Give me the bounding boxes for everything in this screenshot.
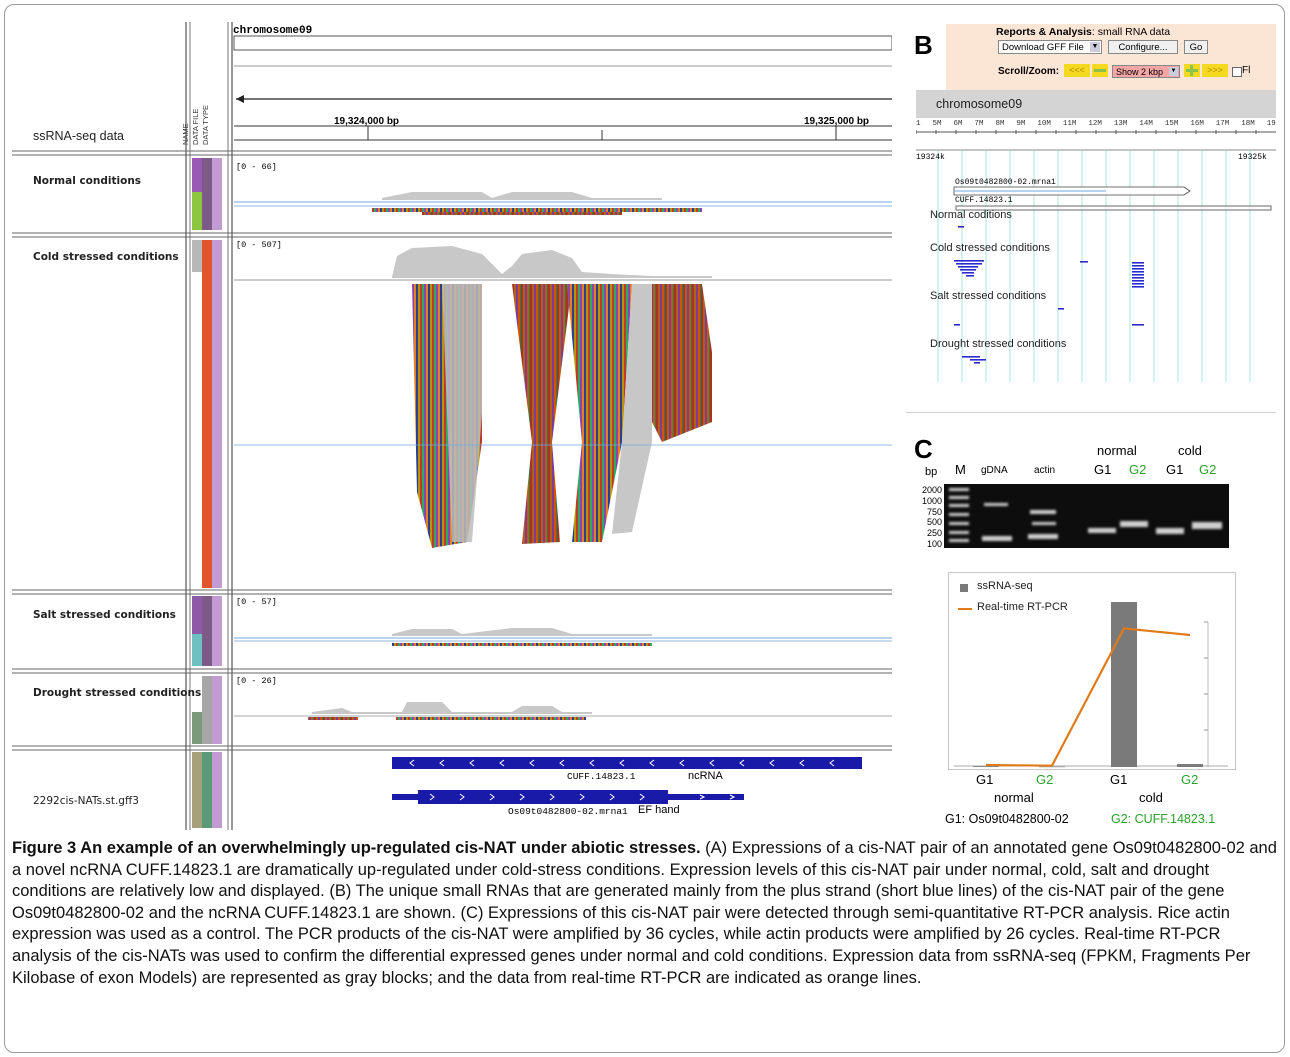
c-ladder-labels: 2000 1000 750 500 250 100 bbox=[921, 485, 942, 549]
b-flip-label: Fl bbox=[1242, 65, 1251, 76]
b-scroll-label: Scroll/Zoom: bbox=[998, 66, 1060, 77]
a-tick-2: 19,325,000 bp bbox=[804, 116, 870, 127]
bar-ssrna-3 bbox=[1177, 764, 1203, 767]
c-bp-label: bp bbox=[925, 466, 938, 478]
attribute-columns bbox=[192, 158, 222, 828]
a-annot-label: 2292cis-NATs.st.gff3 bbox=[33, 795, 139, 807]
scroll-left-icon[interactable]: <<< bbox=[1064, 64, 1090, 77]
b-download-select[interactable]: Download GFF File ▼ bbox=[998, 40, 1102, 54]
a-track-header: ssRNA-seq data bbox=[33, 129, 125, 143]
b-divider bbox=[906, 412, 1276, 413]
c-xtick-2: G2 bbox=[1036, 772, 1054, 787]
b-configure-button[interactable]: Configure... bbox=[1108, 40, 1178, 54]
b-download-label: Download GFF File bbox=[1002, 42, 1084, 53]
c-xgroup-cold: cold bbox=[1139, 790, 1163, 805]
a-tick-1: 19,324,000 bp bbox=[334, 116, 400, 127]
b-go-button[interactable]: Go bbox=[1184, 40, 1208, 54]
figure-frame bbox=[4, 4, 1285, 1053]
bar-ssrna-2 bbox=[1111, 602, 1137, 767]
legend-swatch-ssrna bbox=[960, 584, 968, 592]
a-gene-cuff-type: ncRNA bbox=[688, 770, 723, 782]
igv-browser bbox=[12, 22, 892, 830]
a-range-salt: [0 - 57] bbox=[236, 597, 277, 607]
a-gene-os: Os09t0482800-02.mrna1 bbox=[508, 806, 628, 817]
b-zoom-label: Show 2 kbp bbox=[1116, 67, 1164, 77]
c-lane-cold-g2: G2 bbox=[1199, 462, 1217, 477]
b-toolbar: Reports & Analysis: small RNA data Downl… bbox=[946, 24, 1276, 90]
b-reports-suffix: : small RNA data bbox=[1091, 26, 1171, 38]
a-gene-cuff: CUFF.14823.1 bbox=[567, 771, 636, 782]
c-legend-rtpcr: Real-time RT-PCR bbox=[977, 601, 1068, 613]
c-xtick-4: G2 bbox=[1181, 772, 1199, 787]
c-lane-normal-g1: G1 bbox=[1094, 462, 1112, 477]
a-row-salt: Salt stressed conditions bbox=[33, 609, 176, 621]
c-xtick-3: G1 bbox=[1110, 772, 1128, 787]
b-right-pos: 19325k bbox=[1238, 153, 1267, 162]
b-gene1: Os09t0482800-02.mrna1 bbox=[955, 178, 1056, 187]
c-chart bbox=[954, 584, 1228, 768]
chevron-down-icon: ▼ bbox=[1169, 67, 1178, 76]
b-cond-cold: Cold stressed conditions bbox=[930, 242, 1050, 254]
c-chart-box bbox=[948, 572, 1236, 770]
b-cond-normal: Normal coditions bbox=[930, 209, 1012, 221]
b-gene2: CUFF.14823.1 bbox=[955, 196, 1013, 205]
b-overview-ticks: 1 5M 6M 7M 8M 9M 10M 11M 12M 13M 14M 15M 16M 17M 18M 19 bbox=[916, 120, 1276, 128]
caption-text: (A) Expressions of a cis-NAT pair of an … bbox=[12, 839, 1277, 987]
c-legend-ssrna: ssRNA-seq bbox=[977, 580, 1033, 592]
c-m-label: M bbox=[955, 462, 966, 477]
c-actin-label: actin bbox=[1034, 465, 1056, 476]
b-chrom-bar: chromosome09 bbox=[916, 90, 1276, 118]
a-attr-datatype: DATA TYPE bbox=[201, 104, 210, 145]
scroll-right-icon[interactable]: >>> bbox=[1202, 64, 1228, 77]
a-attr-name: NAME bbox=[181, 123, 190, 145]
a-range-drought: [0 - 26] bbox=[236, 676, 277, 686]
a-range-normal: [0 - 66] bbox=[236, 162, 277, 172]
a-row-cold: Cold stressed conditions bbox=[33, 251, 179, 263]
c-note-g1: G1: Os09t0482800-02 bbox=[945, 812, 1069, 826]
caption-title: Figure 3 An example of an overwhelmingly… bbox=[12, 839, 701, 857]
a-attr-datafile: DATA FILE bbox=[191, 108, 200, 145]
line-rtpcr bbox=[985, 627, 1191, 767]
b-detail-track bbox=[916, 130, 1276, 382]
figure-caption: Figure 3 An example of an overwhelmingly… bbox=[12, 838, 1278, 989]
c-gel-image bbox=[944, 484, 1229, 548]
b-chrom-label: chromosome09 bbox=[936, 97, 1023, 111]
b-cond-salt: Salt stressed conditions bbox=[930, 290, 1047, 302]
a-gene-os-type: EF hand bbox=[638, 804, 680, 816]
c-xtick-1: G1 bbox=[976, 772, 994, 787]
zoom-out-icon[interactable] bbox=[1092, 64, 1108, 77]
c-gdna-label: gDNA bbox=[981, 465, 1008, 476]
panel-c-letter: C bbox=[914, 434, 933, 464]
chevron-down-icon: ▼ bbox=[1090, 42, 1100, 52]
c-note-g2: G2: CUFF.14823.1 bbox=[1111, 812, 1216, 826]
panel-b-letter: B bbox=[914, 30, 933, 60]
c-lane-normal-g2: G2 bbox=[1129, 462, 1147, 477]
a-chrom-label: chromosome09 bbox=[233, 25, 313, 37]
c-xgroup-normal: normal bbox=[994, 790, 1034, 805]
a-row-drought: Drought stressed conditions bbox=[33, 687, 202, 699]
b-reports-title: Reports & Analysis: small RNA data bbox=[996, 26, 1170, 38]
bar-ssrna-1 bbox=[1039, 766, 1065, 768]
b-cond-drought: Drought stressed conditions bbox=[930, 338, 1067, 350]
c-lane-cold-g1: G1 bbox=[1166, 462, 1184, 477]
b-left-pos: 19324k bbox=[916, 153, 945, 162]
c-group-cold: cold bbox=[1178, 443, 1202, 458]
b-reports-prefix: Reports & Analysis bbox=[996, 26, 1092, 38]
a-row-normal: Normal conditions bbox=[33, 175, 142, 187]
a-range-cold: [0 - 507] bbox=[236, 240, 282, 250]
b-flip-checkbox[interactable] bbox=[1232, 67, 1242, 77]
zoom-in-icon[interactable] bbox=[1184, 64, 1200, 77]
b-zoom-select[interactable]: Show 2 kbp ▼ bbox=[1112, 65, 1180, 78]
bar-ssrna-0 bbox=[973, 766, 999, 767]
c-group-normal: normal bbox=[1097, 443, 1137, 458]
